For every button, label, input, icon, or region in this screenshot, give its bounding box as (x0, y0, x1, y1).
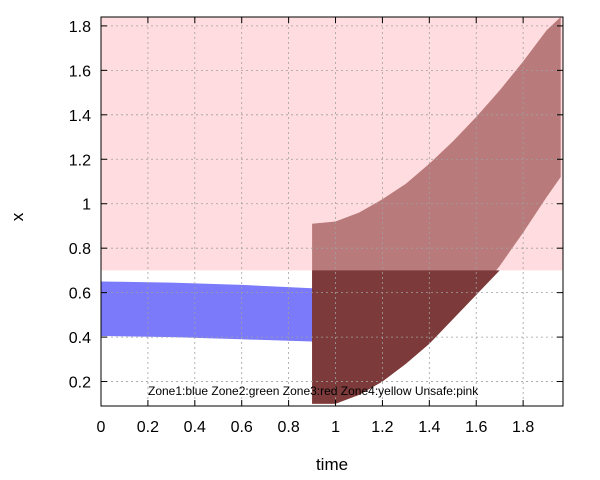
grid (101, 17, 563, 406)
y-tick-label: 1 (82, 197, 91, 214)
x-tick-label: 1 (331, 419, 340, 436)
plot-area (101, 17, 563, 404)
y-tick-label: 0.6 (69, 286, 91, 303)
x-tick-label: 0.2 (137, 419, 159, 436)
plot-frame (100, 16, 564, 407)
x-tick-label: 1.8 (512, 419, 534, 436)
y-tick-label: 1.4 (69, 108, 91, 125)
y-tick-label: 1.8 (69, 19, 91, 36)
region-zone3-below-unsafe-boundary (312, 270, 500, 404)
y-tick-label: 1.2 (69, 152, 91, 169)
y-tick-label: 0.8 (69, 241, 91, 258)
y-tick-label: 0.4 (69, 330, 91, 347)
y-tick-label: 0.2 (69, 375, 91, 392)
legend-annotation: Zone1:blue Zone2:green Zone3:red Zone4:y… (148, 384, 479, 398)
x-tick-label: 0 (97, 419, 106, 436)
x-tick-label: 1.4 (418, 419, 440, 436)
x-tick-label: 1.6 (465, 419, 487, 436)
y-axis-label: x (8, 212, 27, 221)
x-axis-label: time (316, 455, 348, 474)
y-tick-label: 1.6 (69, 63, 91, 80)
ticks: 0 0.2 0.4 0.6 0.8 1 1.2 1.4 1.6 1.8 0.2 0.4 0.6 0.8 1 1… (69, 17, 563, 436)
x-tick-label: 0.6 (231, 419, 253, 436)
x-tick-label: 0.4 (184, 419, 206, 436)
x-tick-label: 0.8 (277, 419, 299, 436)
x-tick-label: 1.2 (371, 419, 393, 436)
